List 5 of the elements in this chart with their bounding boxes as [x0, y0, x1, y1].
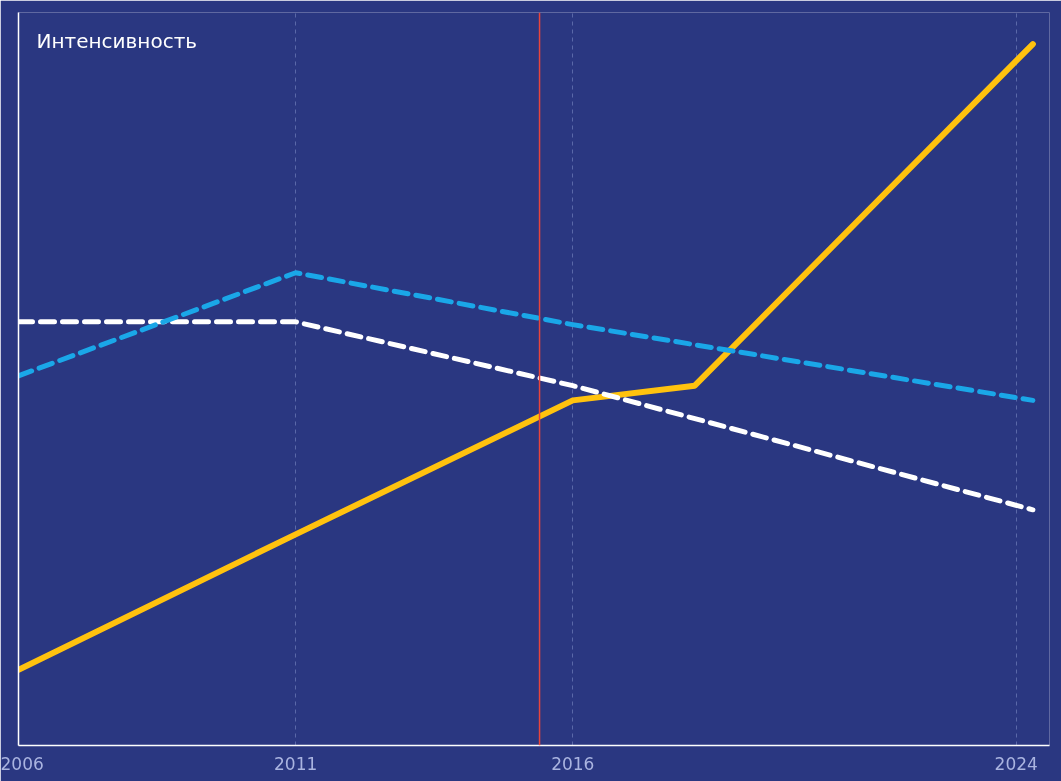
x-tick-label: 2016	[551, 753, 595, 774]
y-axis-title: Интенсивность	[36, 28, 198, 53]
x-tick-label: 2006	[0, 753, 44, 774]
x-tick-label: 2024	[994, 753, 1038, 774]
x-tick-label: 2011	[274, 753, 318, 774]
